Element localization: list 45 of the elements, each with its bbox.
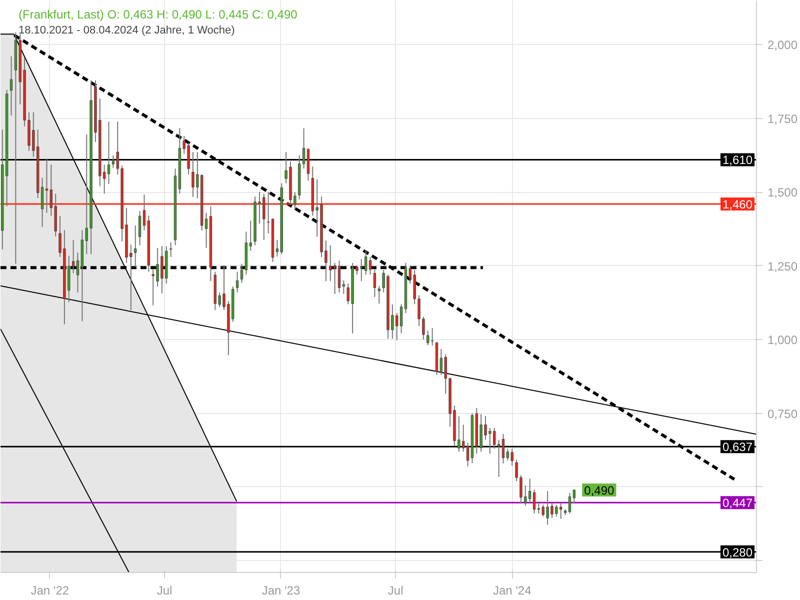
candlestick: [430, 328, 434, 346]
ref-line-label: 1,460: [722, 197, 753, 212]
candlestick: [568, 492, 572, 514]
y-tick-label: 2,000: [768, 38, 798, 52]
x-tick-label: Jan '23: [262, 584, 300, 598]
candlestick: [302, 128, 306, 170]
candlestick: [338, 260, 341, 293]
candlestick: [10, 56, 13, 116]
candlestick: [373, 268, 376, 298]
candlestick: [532, 489, 536, 514]
candlestick: [329, 244, 332, 282]
candlestick: [112, 154, 115, 168]
candlestick: [333, 262, 336, 294]
y-tick-label: 1,000: [768, 333, 798, 348]
text: 18.10.2021 - 08.04.2024 (2 Jahre, 1 Woche): [18, 24, 235, 36]
text: (Frankfurt, Last) O: 0,463 H: 0,490 L: 0,445 C: 0,490: [18, 8, 298, 22]
ref-line-label: 0,280: [722, 545, 753, 560]
ref-line-label: 0,637: [722, 440, 753, 454]
candlestick: [466, 442, 470, 467]
candlestick: [169, 242, 172, 258]
candlestick: [368, 256, 372, 276]
candlestick: [266, 191, 270, 234]
ref-line-label: 0,447: [722, 496, 753, 510]
y-tick-label: 1,750: [768, 112, 798, 126]
annotation: 0,490: [584, 483, 615, 498]
y-tick-label: 0,750: [768, 406, 798, 421]
candlestick: [559, 502, 562, 520]
x-tick-label: Jul: [156, 584, 172, 598]
candlestick: [502, 433, 505, 464]
candlestick: [364, 250, 368, 276]
x-tick-label: Jan '22: [30, 584, 70, 598]
candlestick: [45, 158, 48, 214]
ref-line-label: 1,610: [722, 153, 753, 168]
candlestick: [134, 224, 137, 268]
candlestick: [236, 271, 239, 293]
candlestick: [537, 500, 540, 514]
candlestick: [400, 304, 403, 334]
x-tick-label: Jan '24: [492, 584, 532, 598]
candlestick: [107, 121, 110, 184]
candlestick: [378, 285, 380, 304]
candlestick: [440, 348, 443, 376]
candlestick: [138, 210, 142, 246]
y-tick-label: 1,500: [768, 186, 798, 200]
y-tick-label: 1,250: [768, 259, 798, 274]
x-tick-label: Jul: [388, 584, 404, 598]
